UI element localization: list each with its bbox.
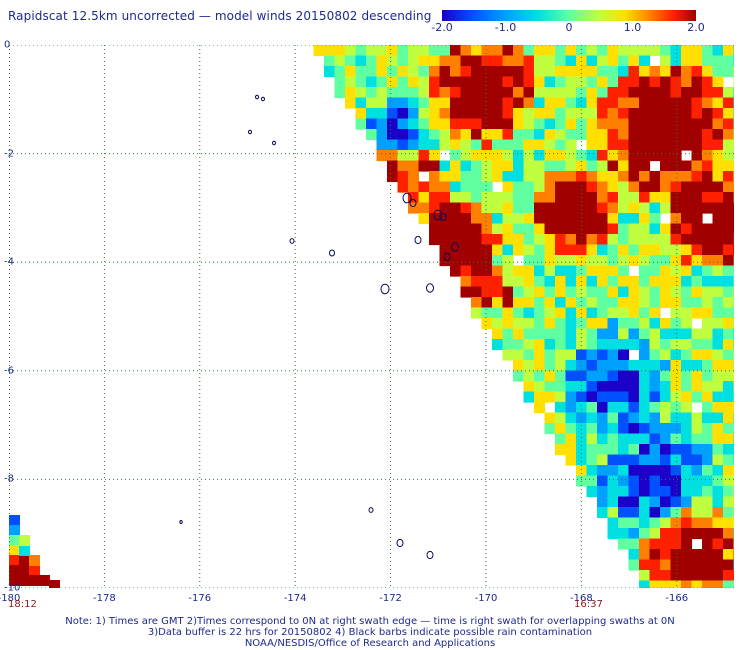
wind-difference-cells — [9, 45, 734, 588]
map-plot-area — [9, 45, 734, 588]
colorbar-tick-label: 1.0 — [623, 21, 642, 34]
longitude-tick-label: -166 — [665, 593, 689, 604]
latitude-tick-label: -4 — [4, 256, 14, 268]
note-line-3: NOAA/NESDIS/Office of Research and Appli… — [244, 638, 496, 649]
note-line-1: Note: 1) Times are GMT 2)Times correspon… — [65, 616, 675, 627]
note-line-2: 3)Data buffer is 22 hrs for 20150802 4) … — [147, 627, 593, 638]
latitude-tick-label: -8 — [4, 473, 14, 485]
colorbar-tick-label: -1.0 — [494, 21, 517, 34]
longitude-tick-label: -176 — [188, 593, 212, 604]
longitude-tick-label: -172 — [379, 593, 402, 604]
colorbar — [442, 10, 696, 21]
longitude-tick-label: -174 — [283, 593, 307, 604]
longitude-tick-label: -180 — [0, 593, 21, 604]
wind-difference-map — [9, 45, 734, 588]
latitude-tick-label: 0 — [4, 39, 11, 51]
right-swath-time: 16:37 — [574, 599, 603, 610]
longitude-tick-label: -168 — [570, 593, 593, 604]
colorbar-tick-label: 2.0 — [687, 21, 705, 34]
map-title: Rapidscat 12.5km uncorrected — model win… — [8, 9, 432, 23]
latitude-tick-label: -6 — [4, 365, 14, 377]
latitude-tick-label: -2 — [4, 148, 14, 160]
colorbar-tick-label: 0 — [565, 21, 573, 34]
colorbar-tick-label: -2.0 — [431, 21, 453, 34]
island-outlines — [179, 94, 459, 560]
left-swath-time: 18:12 — [8, 599, 37, 610]
latitude-tick-label: -10 — [4, 582, 21, 594]
longitude-tick-label: -178 — [93, 593, 116, 604]
longitude-tick-label: -170 — [474, 593, 498, 604]
map-grid — [9, 45, 734, 588]
